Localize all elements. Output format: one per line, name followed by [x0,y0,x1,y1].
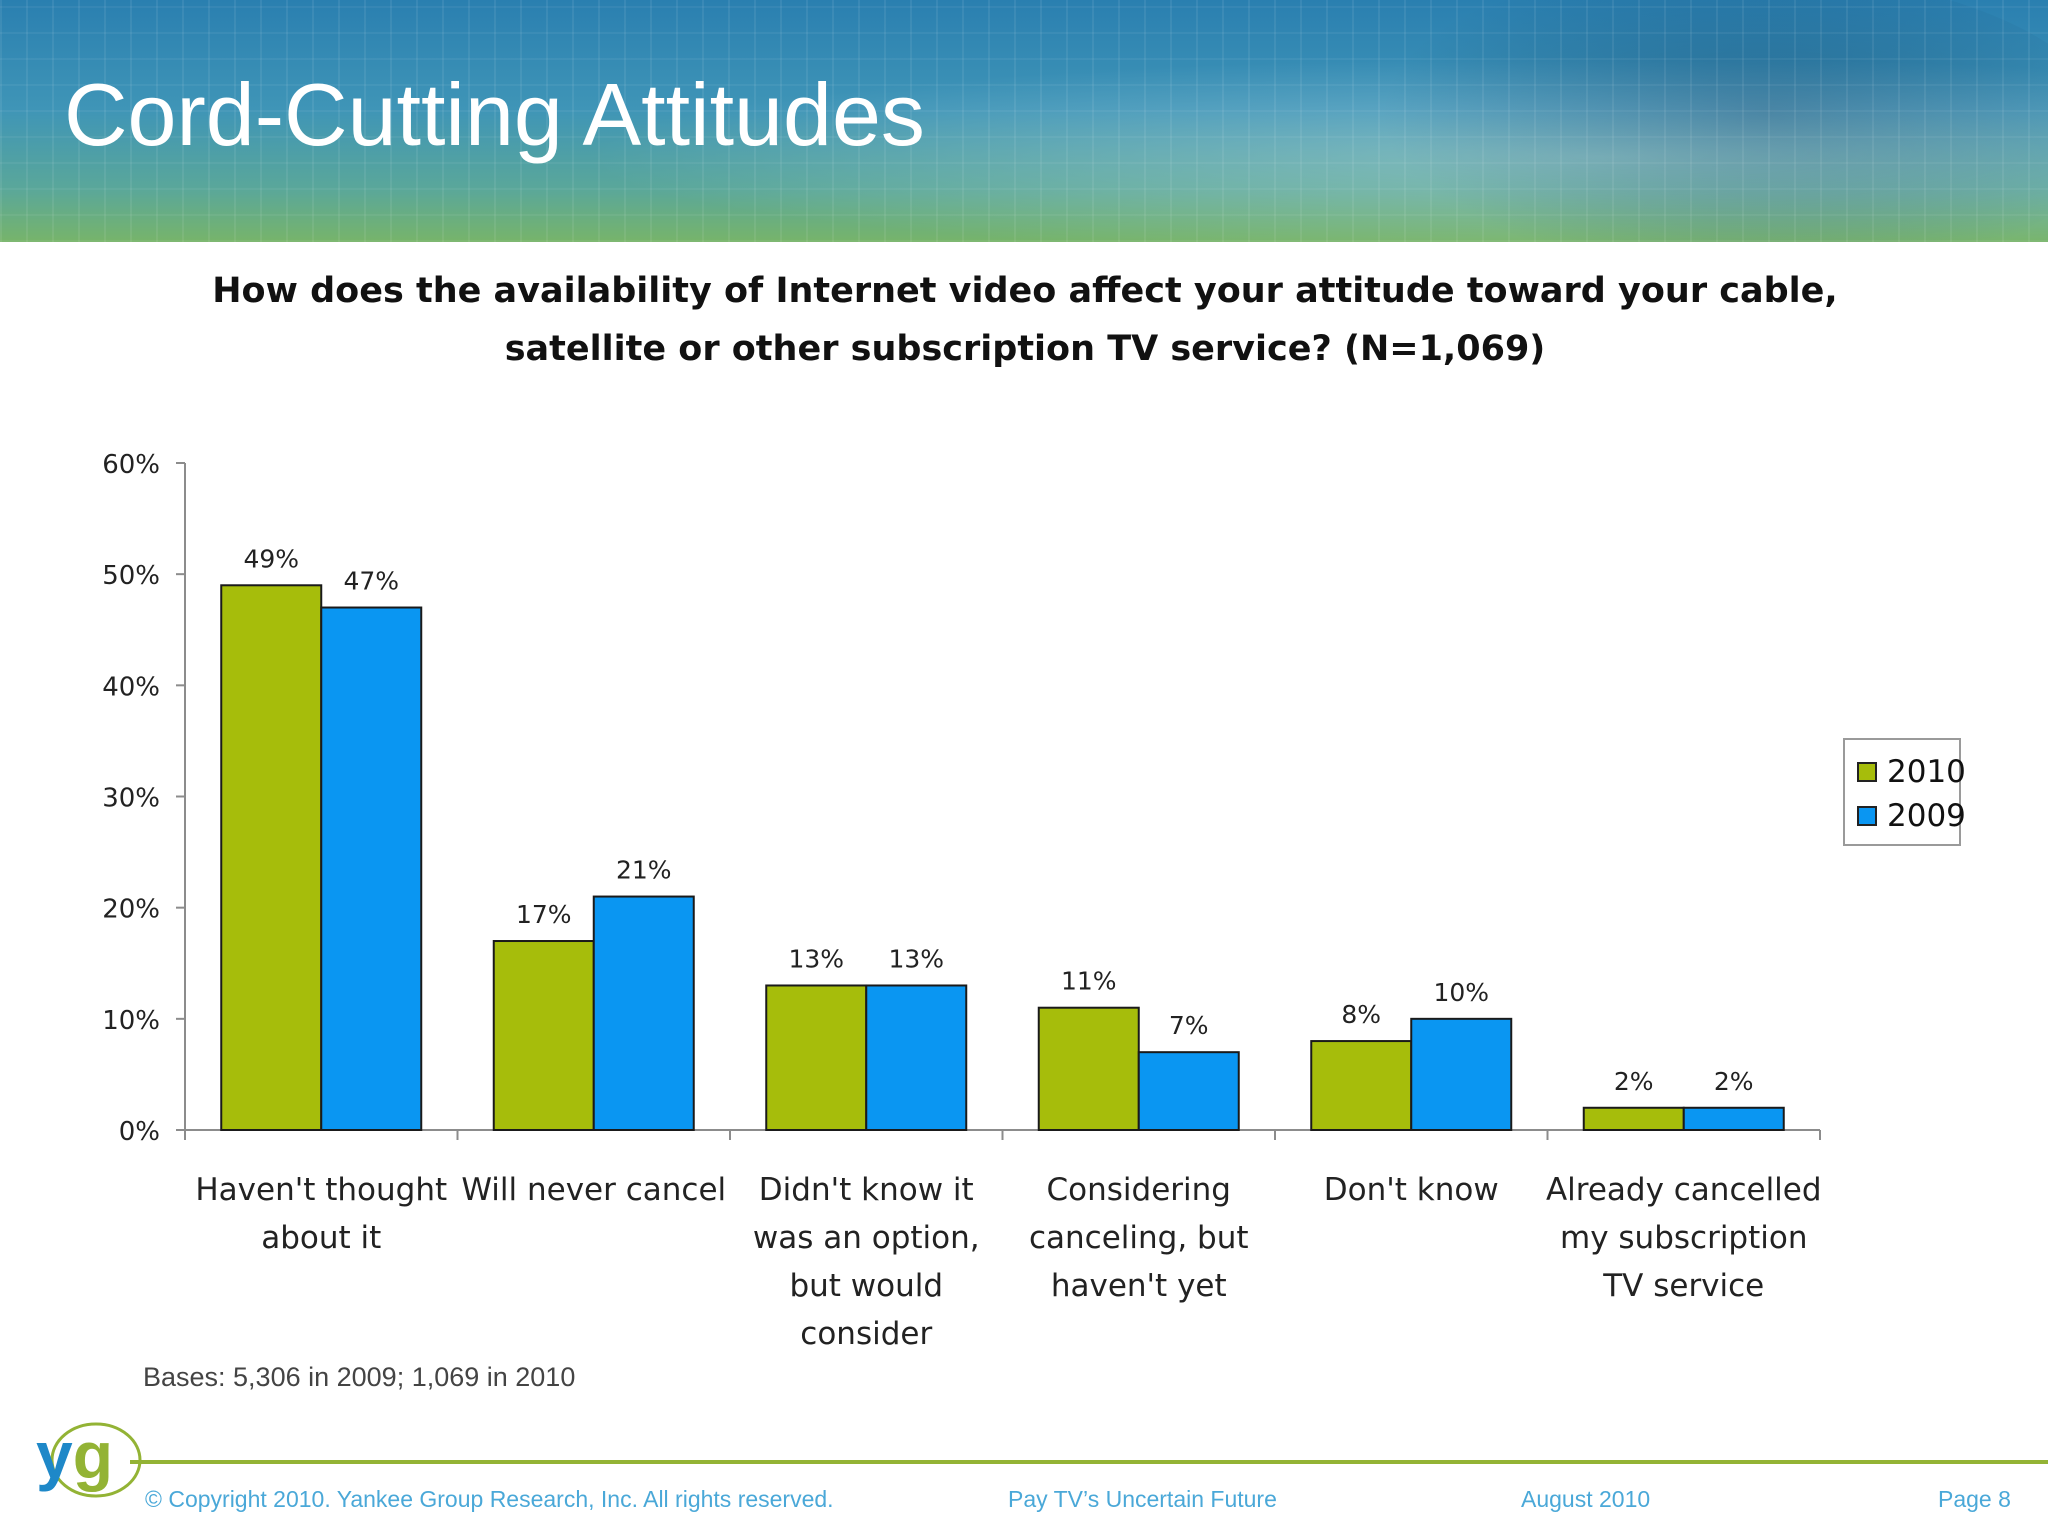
y-tick-label: 60% [102,450,160,480]
data-label-2009: 7% [1169,1011,1209,1040]
data-label-2009: 2% [1714,1067,1754,1096]
x-category-label: TV service [1602,1268,1764,1304]
legend-item-2010: 2010 [1857,752,1966,792]
y-tick-label: 20% [102,895,160,925]
bar-2010-2 [765,984,868,1131]
data-label-2010: 17% [516,900,572,929]
legend-swatch-2010 [1857,762,1877,782]
logo-ring [50,1422,142,1498]
data-label-2010: 49% [243,544,299,573]
bar-2009-1 [592,895,695,1131]
legend-label-2009: 2009 [1887,798,1966,834]
x-category-label: Will never cancel [461,1172,726,1208]
x-category-label: Already cancelled [1546,1172,1822,1208]
bar-2009-2 [865,984,968,1131]
footer-divider [130,1460,2048,1464]
x-category-label: Didn't know it [759,1172,974,1208]
y-tick-label: 40% [102,672,160,702]
data-label-2009: 47% [343,567,399,596]
bar-chart: 0% 10% 20% 30% 40% 50% 60% 49% 47% Haven't though… [102,450,1822,1352]
bar-2010-0 [220,584,323,1131]
x-category-label: was an option, [753,1220,980,1256]
footer-page-number: Page 8 [1938,1486,2011,1512]
x-category-label: Considering [1047,1172,1231,1208]
y-tick-label: 0% [119,1117,160,1147]
footer-copyright: © Copyright 2010. Yankee Group Research,… [145,1486,834,1512]
bar-2010-5 [1582,1106,1685,1132]
legend-item-2009: 2009 [1857,796,1966,836]
bar-2009-3 [1137,1051,1240,1132]
y-tick-label: 50% [102,561,160,591]
chart-legend: 2010 2009 [1843,738,1966,846]
slide-title: Cord-Cutting Attitudes [64,65,925,164]
data-label-2010: 11% [1061,967,1117,996]
bar-2009-0 [320,606,423,1131]
bar-2010-1 [492,940,595,1131]
data-label-2009: 10% [1433,978,1489,1007]
yankee-group-logo: yg [36,1418,142,1498]
data-label-2010: 13% [788,944,844,973]
footer-report-title: Pay TV’s Uncertain Future [1008,1486,1277,1512]
x-category-label: consider [800,1316,932,1352]
chart-title-line-1: How does the availability of Internet vi… [212,271,1838,311]
y-tick-label: 10% [102,1006,160,1036]
bar-2009-5 [1682,1106,1785,1132]
x-category-label: but would [789,1268,943,1304]
x-category-label: about it [261,1220,381,1256]
data-label-2009: 13% [888,944,944,973]
title-banner: Cord-Cutting Attitudes [0,0,2048,242]
x-category-label: canceling, but [1029,1220,1249,1256]
logo-text: yg [36,1418,113,1492]
legend-swatch-2009 [1857,806,1877,826]
world-map-graphic [1348,0,2048,242]
legend-label-2010: 2010 [1887,754,1966,790]
x-category-label: Haven't thought [195,1172,447,1208]
footer-date: August 2010 [1521,1486,1651,1512]
banner-texture [0,0,2048,242]
bar-2010-3 [1037,1006,1140,1132]
data-label-2009: 21% [616,856,672,885]
data-label-2010: 2% [1614,1067,1654,1096]
bases-note: Bases: 5,306 in 2009; 1,069 in 2010 [143,1362,576,1392]
data-label-2010: 8% [1341,1000,1381,1029]
x-category-label: Don't know [1324,1172,1499,1208]
bar-2010-4 [1310,1040,1413,1131]
x-category-label: haven't yet [1051,1268,1227,1304]
y-tick-label: 30% [102,784,160,814]
chart-title-line-2: satellite or other subscription TV servi… [504,329,1546,369]
x-category-label: my subscription [1560,1220,1808,1256]
bar-2009-4 [1410,1017,1513,1131]
chart-title: How does the availability of Internet vi… [200,262,1850,378]
